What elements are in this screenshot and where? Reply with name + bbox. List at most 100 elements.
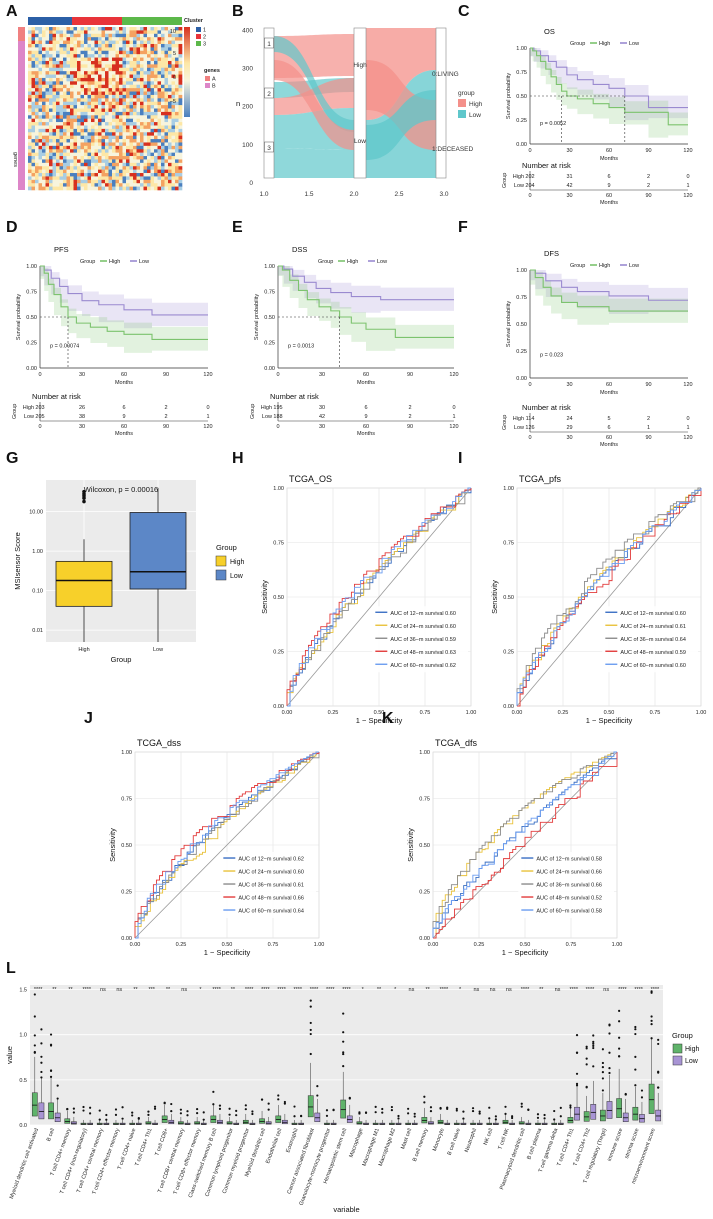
heatmap-cell (70, 27, 74, 31)
heatmap-cell (77, 122, 81, 126)
heatmap-cell (105, 71, 109, 75)
x-tick: 0.50 (374, 710, 385, 716)
heatmap-cell (59, 77, 64, 82)
heatmap-cell (143, 122, 148, 126)
heatmap-cell (59, 183, 64, 187)
heatmap-cell (66, 152, 71, 157)
outlier-point (511, 1116, 514, 1120)
heatmap-cell (59, 135, 64, 140)
outlier-point (49, 1069, 53, 1072)
heatmap-cell (122, 115, 127, 119)
heatmap-cell (119, 159, 123, 164)
heatmap-cell (157, 74, 162, 79)
heatmap-cell (38, 179, 43, 184)
heatmap-cell (84, 156, 88, 160)
heatmap-cell (154, 43, 158, 48)
heatmap-cell (140, 33, 144, 38)
outlier-point (82, 499, 86, 504)
heatmap-cell (42, 47, 46, 52)
heatmap-cell (101, 152, 106, 157)
heatmap-cell (52, 30, 57, 35)
significance-label: **** (326, 987, 335, 993)
outlier-point (49, 1033, 53, 1036)
heatmap-cell (49, 111, 53, 116)
outlier-point (56, 1097, 59, 1100)
heatmap-cell (42, 64, 46, 69)
heatmap-cell (42, 101, 46, 106)
heatmap-cell (42, 37, 46, 41)
heatmap-cell (140, 105, 144, 109)
heatmap-cell (168, 71, 172, 75)
risk-title: Number at risk (522, 403, 571, 412)
x-tick: T cell CD4+ Th1 (134, 1128, 153, 1167)
risk-value: 2 (647, 416, 650, 422)
outlier-point (650, 1015, 653, 1018)
heatmap-cell (178, 94, 183, 99)
heatmap-cell (175, 47, 179, 52)
heatmap-cell (70, 159, 74, 164)
significance-label: ** (166, 987, 171, 993)
heatmap-cell (70, 105, 74, 109)
outlier-point (121, 1117, 124, 1120)
heatmap-cell (35, 30, 39, 35)
heatmap-cell (143, 94, 148, 99)
outlier-point (202, 1111, 205, 1114)
heatmap-cell (70, 135, 74, 140)
heatmap-cell (150, 149, 155, 153)
heatmap-cell (175, 139, 179, 143)
heatmap-cell (129, 145, 134, 150)
heatmap-cell (143, 108, 148, 113)
heatmap-cell (91, 135, 95, 140)
heatmap-cell (175, 98, 179, 103)
heatmap-cell (84, 186, 88, 191)
heatmap-cell (164, 152, 169, 157)
risk-row-label: High (23, 405, 34, 411)
heatmap-cell (105, 94, 109, 99)
heatmap-cell (171, 173, 176, 177)
heatmap-cell (84, 105, 88, 109)
heatmap-cell (119, 183, 123, 187)
heatmap-cell (122, 183, 127, 187)
heatmap-cell (115, 33, 120, 38)
stratum-axis-1 (263, 27, 275, 179)
heatmap-cell (42, 108, 46, 113)
heatmap-cell (87, 115, 92, 119)
heatmap-cell (101, 98, 106, 103)
heatmap-cell (147, 71, 151, 75)
heatmap-cell (31, 74, 36, 79)
heatmap-cell (98, 37, 102, 41)
heatmap-cell (87, 47, 92, 52)
heatmap-cell (77, 81, 81, 86)
x-tick: 0.50 (520, 942, 531, 948)
heatmap-cell (140, 40, 144, 45)
heatmap-cell (150, 57, 155, 62)
box (48, 1102, 54, 1120)
heatmap-cell (80, 94, 85, 99)
heatmap-cell (94, 50, 99, 55)
heatmap-cell (28, 88, 32, 92)
heatmap-cell (122, 98, 127, 103)
heatmap-cell (119, 54, 123, 58)
heatmap-cell (105, 81, 109, 86)
outlier-point (657, 1038, 660, 1041)
legend-swatch (215, 569, 227, 581)
heatmap-cell (73, 50, 78, 55)
heatmap-cell (143, 152, 148, 157)
heatmap-cell (175, 74, 179, 79)
risk-value: 2 (408, 405, 411, 411)
heatmap-cell (154, 84, 158, 89)
heatmap-cell (28, 47, 32, 52)
heatmap-cell (147, 47, 151, 52)
x-tick: 1.0 (259, 191, 268, 198)
x-axis-label: variable (333, 1205, 359, 1214)
heatmap-cell (70, 67, 74, 72)
heatmap-cell (171, 105, 176, 109)
heatmap-cell (87, 88, 92, 92)
outlier-point (575, 1084, 579, 1087)
heatmap-cell (140, 94, 144, 99)
heatmap-cell (157, 60, 162, 65)
outlier-point (72, 1107, 75, 1110)
heatmap-cell (147, 37, 151, 41)
outlier-point (650, 991, 653, 994)
